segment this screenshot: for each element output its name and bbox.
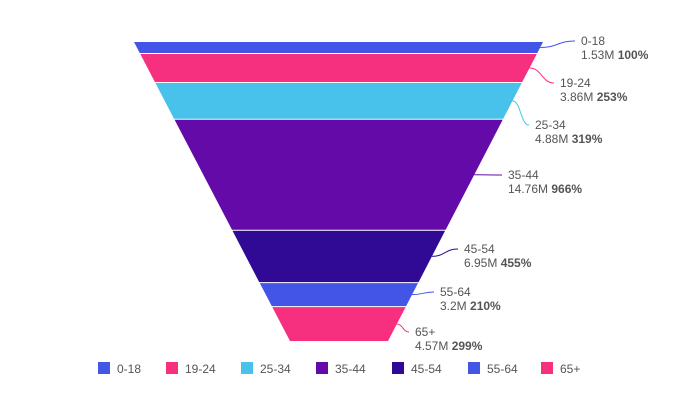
funnel-segment-35-44 xyxy=(174,119,503,230)
legend-item-45-54[interactable]: 45-54 xyxy=(392,362,442,376)
segment-value: 6.95M xyxy=(464,256,501,270)
segment-percent: 100% xyxy=(618,48,649,62)
funnel-segment-55-64 xyxy=(259,283,418,307)
legend-swatch xyxy=(166,362,178,374)
legend-item-0-18[interactable]: 0-18 xyxy=(98,362,141,376)
segment-value: 14.76M xyxy=(508,182,551,196)
legend-swatch xyxy=(468,362,480,374)
segment-percent: 210% xyxy=(470,299,501,313)
segment-label-value: 4.57M 299% xyxy=(415,339,483,353)
segment-value: 3.86M xyxy=(560,90,597,104)
segment-label-name: 35-44 xyxy=(508,168,539,182)
segment-label-value: 4.88M 319% xyxy=(535,132,603,146)
legend-item-25-34[interactable]: 25-34 xyxy=(241,362,291,376)
legend-swatch xyxy=(541,362,553,374)
segment-label-value: 3.2M 210% xyxy=(440,299,501,313)
leader-line-45-54 xyxy=(431,248,459,257)
segment-percent: 966% xyxy=(551,182,582,196)
segment-value: 4.57M xyxy=(415,339,452,353)
funnel-segment-65+ xyxy=(272,307,406,341)
leader-line-0-18 xyxy=(540,40,576,48)
legend-swatch xyxy=(98,362,110,374)
segment-label-value: 6.95M 455% xyxy=(464,256,532,270)
leader-line-55-64 xyxy=(412,291,435,296)
legend-swatch xyxy=(392,362,404,374)
funnel-segments xyxy=(134,42,543,341)
legend-label: 25-34 xyxy=(260,362,291,376)
label-leader-lines xyxy=(396,40,576,333)
funnel-segment-0-18 xyxy=(134,42,543,53)
segment-label-name: 55-64 xyxy=(440,285,471,299)
legend-label: 35-44 xyxy=(335,362,366,376)
segment-value: 4.88M xyxy=(535,132,572,146)
legend-item-65+[interactable]: 65+ xyxy=(541,362,580,376)
segment-label-name: 0-18 xyxy=(581,34,605,48)
segment-percent: 455% xyxy=(501,256,532,270)
legend-label: 0-18 xyxy=(117,362,141,376)
segment-label-value: 3.86M 253% xyxy=(560,90,628,104)
segment-label-name: 45-54 xyxy=(464,242,495,256)
legend-label: 55-64 xyxy=(487,362,518,376)
legend-label: 19-24 xyxy=(185,362,216,376)
legend-label: 45-54 xyxy=(411,362,442,376)
segment-label-name: 25-34 xyxy=(535,118,566,132)
segment-label-name: 65+ xyxy=(415,325,435,339)
legend-swatch xyxy=(316,362,328,374)
funnel-segment-45-54 xyxy=(232,230,446,283)
segment-label-value: 14.76M 966% xyxy=(508,182,582,196)
legend-item-55-64[interactable]: 55-64 xyxy=(468,362,518,376)
segment-percent: 319% xyxy=(572,132,603,146)
legend: 0-18 19-24 25-34 35-44 45-54 55-64 65+ xyxy=(98,362,580,376)
segment-value: 1.53M xyxy=(581,48,618,62)
segment-percent: 253% xyxy=(597,90,628,104)
funnel-segment-25-34 xyxy=(155,83,522,119)
segment-value: 3.2M xyxy=(440,299,470,313)
segment-label-name: 19-24 xyxy=(560,76,591,90)
leader-line-19-24 xyxy=(529,67,555,84)
segment-labels: 0-181.53M 100% 19-243.86M 253% 25-344.88M … xyxy=(415,34,649,353)
leader-line-25-34 xyxy=(512,100,530,126)
legend-item-35-44[interactable]: 35-44 xyxy=(316,362,366,376)
segment-label-value: 1.53M 100% xyxy=(581,48,649,62)
legend-item-19-24[interactable]: 19-24 xyxy=(166,362,216,376)
legend-label: 65+ xyxy=(560,362,580,376)
funnel-segment-19-24 xyxy=(140,54,537,82)
segment-percent: 299% xyxy=(452,339,483,353)
leader-line-65+ xyxy=(396,323,410,333)
legend-swatch xyxy=(241,362,253,374)
